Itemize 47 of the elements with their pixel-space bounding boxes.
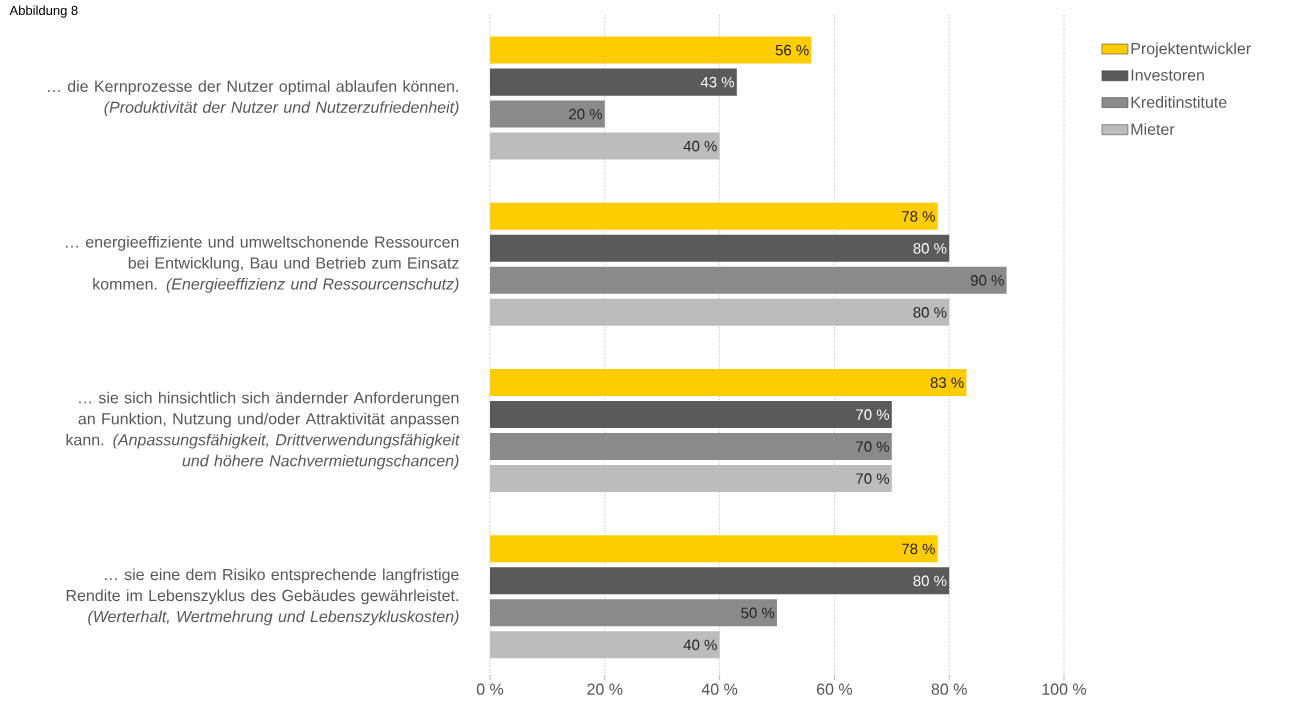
y-tick-label: … sie eine dem Risiko entsprechende langfristige Rendite im Lebenszyklus des Gebäudes gewährleistet. (Werterhalt, Wertmehrung und Lebenszykluskosten) bbox=[66, 568, 459, 626]
bar bbox=[490, 535, 938, 563]
bar bbox=[490, 100, 605, 128]
bar bbox=[490, 234, 950, 262]
legend-label: Mieter bbox=[1131, 123, 1175, 135]
x-tick-label: 60 % bbox=[816, 683, 853, 695]
x-tick-label: 100 % bbox=[1042, 683, 1087, 695]
bar bbox=[490, 68, 737, 96]
x-tick-label: 0 % bbox=[476, 683, 504, 695]
bar bbox=[490, 599, 777, 627]
y-tick-label: … sie sich hinsichtlich sich ändernder Anforderungen an Funktion, Nutzung und/oder Attraktivität anpassen kann. (Anpassungsfähigkeit, Drittverwendungsfähigkeit und höhere Nachvermietungschancen) bbox=[66, 391, 460, 470]
data-label: 70 % bbox=[856, 441, 890, 452]
bar bbox=[490, 202, 938, 230]
legend-label: Kreditinstitute bbox=[1131, 96, 1227, 108]
y-tick-label: … energieeffiziente und umweltschonende Ressourcen bei Entwicklung, Bau und Betrieb zum Einsatz kommen. (Energieeffizienz und Ressourcenschutz) bbox=[66, 235, 459, 293]
legend-label: Projektentwickler bbox=[1131, 42, 1251, 58]
data-label: 80 % bbox=[913, 243, 947, 254]
legend-label: Investoren bbox=[1131, 69, 1204, 81]
bar bbox=[490, 298, 950, 326]
bar bbox=[490, 36, 812, 64]
data-label: 70 % bbox=[856, 409, 890, 420]
bar bbox=[490, 132, 720, 160]
bar bbox=[490, 369, 967, 397]
x-tick-label: 80 % bbox=[931, 683, 967, 695]
data-label: 78 % bbox=[902, 211, 935, 222]
bar bbox=[490, 433, 892, 461]
bar bbox=[490, 631, 720, 659]
bar bbox=[490, 266, 1007, 294]
data-label: 80 % bbox=[913, 575, 947, 587]
text: Abbildung 8 bbox=[9, 5, 78, 18]
data-label: 70 % bbox=[856, 473, 890, 484]
data-label: 43 % bbox=[700, 76, 735, 88]
data-label: 40 % bbox=[683, 140, 717, 152]
data-label: 40 % bbox=[683, 639, 717, 651]
data-label: 50 % bbox=[741, 607, 775, 619]
bar bbox=[490, 465, 892, 493]
bar bbox=[490, 401, 892, 429]
x-tick-label: 20 % bbox=[587, 683, 623, 695]
bar bbox=[490, 567, 950, 595]
data-label: 80 % bbox=[913, 307, 947, 318]
data-label: 56 % bbox=[775, 44, 809, 56]
x-tick-label: 40 % bbox=[701, 683, 738, 695]
data-label: 20 % bbox=[569, 108, 603, 120]
data-label: 90 % bbox=[970, 275, 1004, 286]
data-label: 78 % bbox=[902, 543, 935, 555]
data-label: 83 % bbox=[930, 377, 964, 388]
y-tick-label: … die Kernprozesse der Nutzer optimal ablaufen können. (Produktivität der Nutzer und Nutzerzufriedenheit) bbox=[48, 80, 459, 117]
